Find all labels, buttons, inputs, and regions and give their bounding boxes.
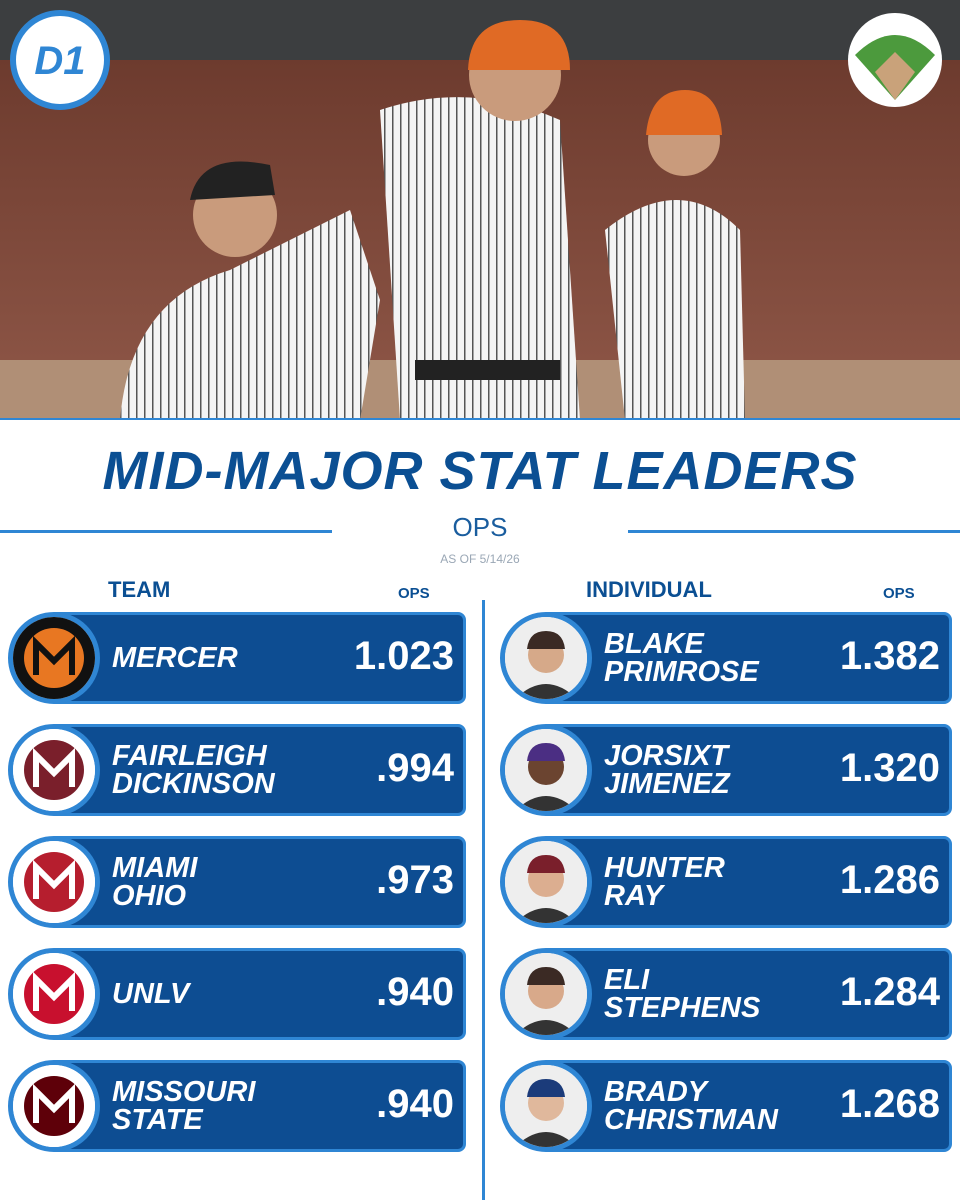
team-logo [8, 612, 100, 704]
ops-value: 1.320 [839, 746, 940, 790]
team-logo [8, 1060, 100, 1152]
headshot [505, 953, 587, 1035]
player-photo [500, 724, 592, 816]
player-photo [500, 836, 592, 928]
player-photo [500, 1060, 592, 1152]
column-heading: TEAM [108, 577, 171, 602]
headshot [505, 617, 587, 699]
hero-photo: D1 [0, 0, 960, 420]
player-name: BRADY [604, 1076, 708, 1108]
player-name: PRIMROSE [604, 656, 759, 688]
headshot [505, 1065, 587, 1147]
stat-card [540, 948, 952, 1040]
player-name: HUNTER [604, 852, 725, 884]
stat-card [48, 836, 466, 928]
logo-art [13, 953, 95, 1035]
headshot [505, 841, 587, 923]
stat-card [540, 612, 952, 704]
stat-card [540, 836, 952, 928]
ops-value: 1.023 [353, 634, 454, 678]
player-name: BLAKE [604, 628, 704, 660]
divider [482, 600, 485, 1200]
team-logo [8, 724, 100, 816]
as-of-date: AS OF 5/14/26 [440, 552, 520, 566]
team-name: UNLV [112, 978, 190, 1010]
player-name: RAY [604, 880, 664, 912]
team-name: FAIRLEIGH [112, 740, 267, 772]
ops-value: .994 [376, 746, 454, 790]
team-name: STATE [112, 1104, 203, 1136]
team-logo [8, 948, 100, 1040]
player-name: STEPHENS [604, 992, 761, 1024]
ops-value: 1.284 [839, 970, 940, 1014]
stat-card [48, 1060, 466, 1152]
team-name: MERCER [112, 642, 238, 674]
ops-value: .940 [376, 1082, 454, 1126]
player-photo [500, 612, 592, 704]
player-name: ELI [604, 964, 650, 996]
stat-card [48, 724, 466, 816]
team-logo [8, 836, 100, 928]
player-name: JORSIXT [604, 740, 729, 772]
title: MID-MAJOR STAT LEADERS [102, 441, 858, 501]
ops-value: .973 [376, 858, 454, 902]
column-stat: OPS [883, 585, 915, 602]
team-name: DICKINSON [112, 768, 275, 800]
team-name: MIAMI [112, 852, 198, 884]
headshot [505, 729, 587, 811]
player-photo [500, 948, 592, 1040]
ops-value: .940 [376, 970, 454, 1014]
player-name: CHRISTMAN [604, 1104, 778, 1136]
ops-value: 1.382 [839, 634, 940, 678]
column-stat: OPS [398, 585, 430, 602]
ops-value: 1.268 [839, 1082, 940, 1126]
player-name: JIMENEZ [604, 768, 730, 800]
ops-value: 1.286 [839, 858, 940, 902]
rule [628, 530, 960, 533]
logo-art [13, 729, 95, 811]
logo-art [13, 617, 95, 699]
stat-card [48, 612, 466, 704]
logo-art [13, 1065, 95, 1147]
stat-card [540, 724, 952, 816]
team-name: MISSOURI [112, 1076, 256, 1108]
stat-name: OPS [452, 512, 508, 542]
logo-art [13, 841, 95, 923]
brand-logo: D1 [34, 39, 85, 83]
team-name: OHIO [112, 880, 187, 912]
rule [0, 530, 332, 533]
column-heading: INDIVIDUAL [586, 577, 712, 602]
stat-card [540, 1060, 952, 1152]
